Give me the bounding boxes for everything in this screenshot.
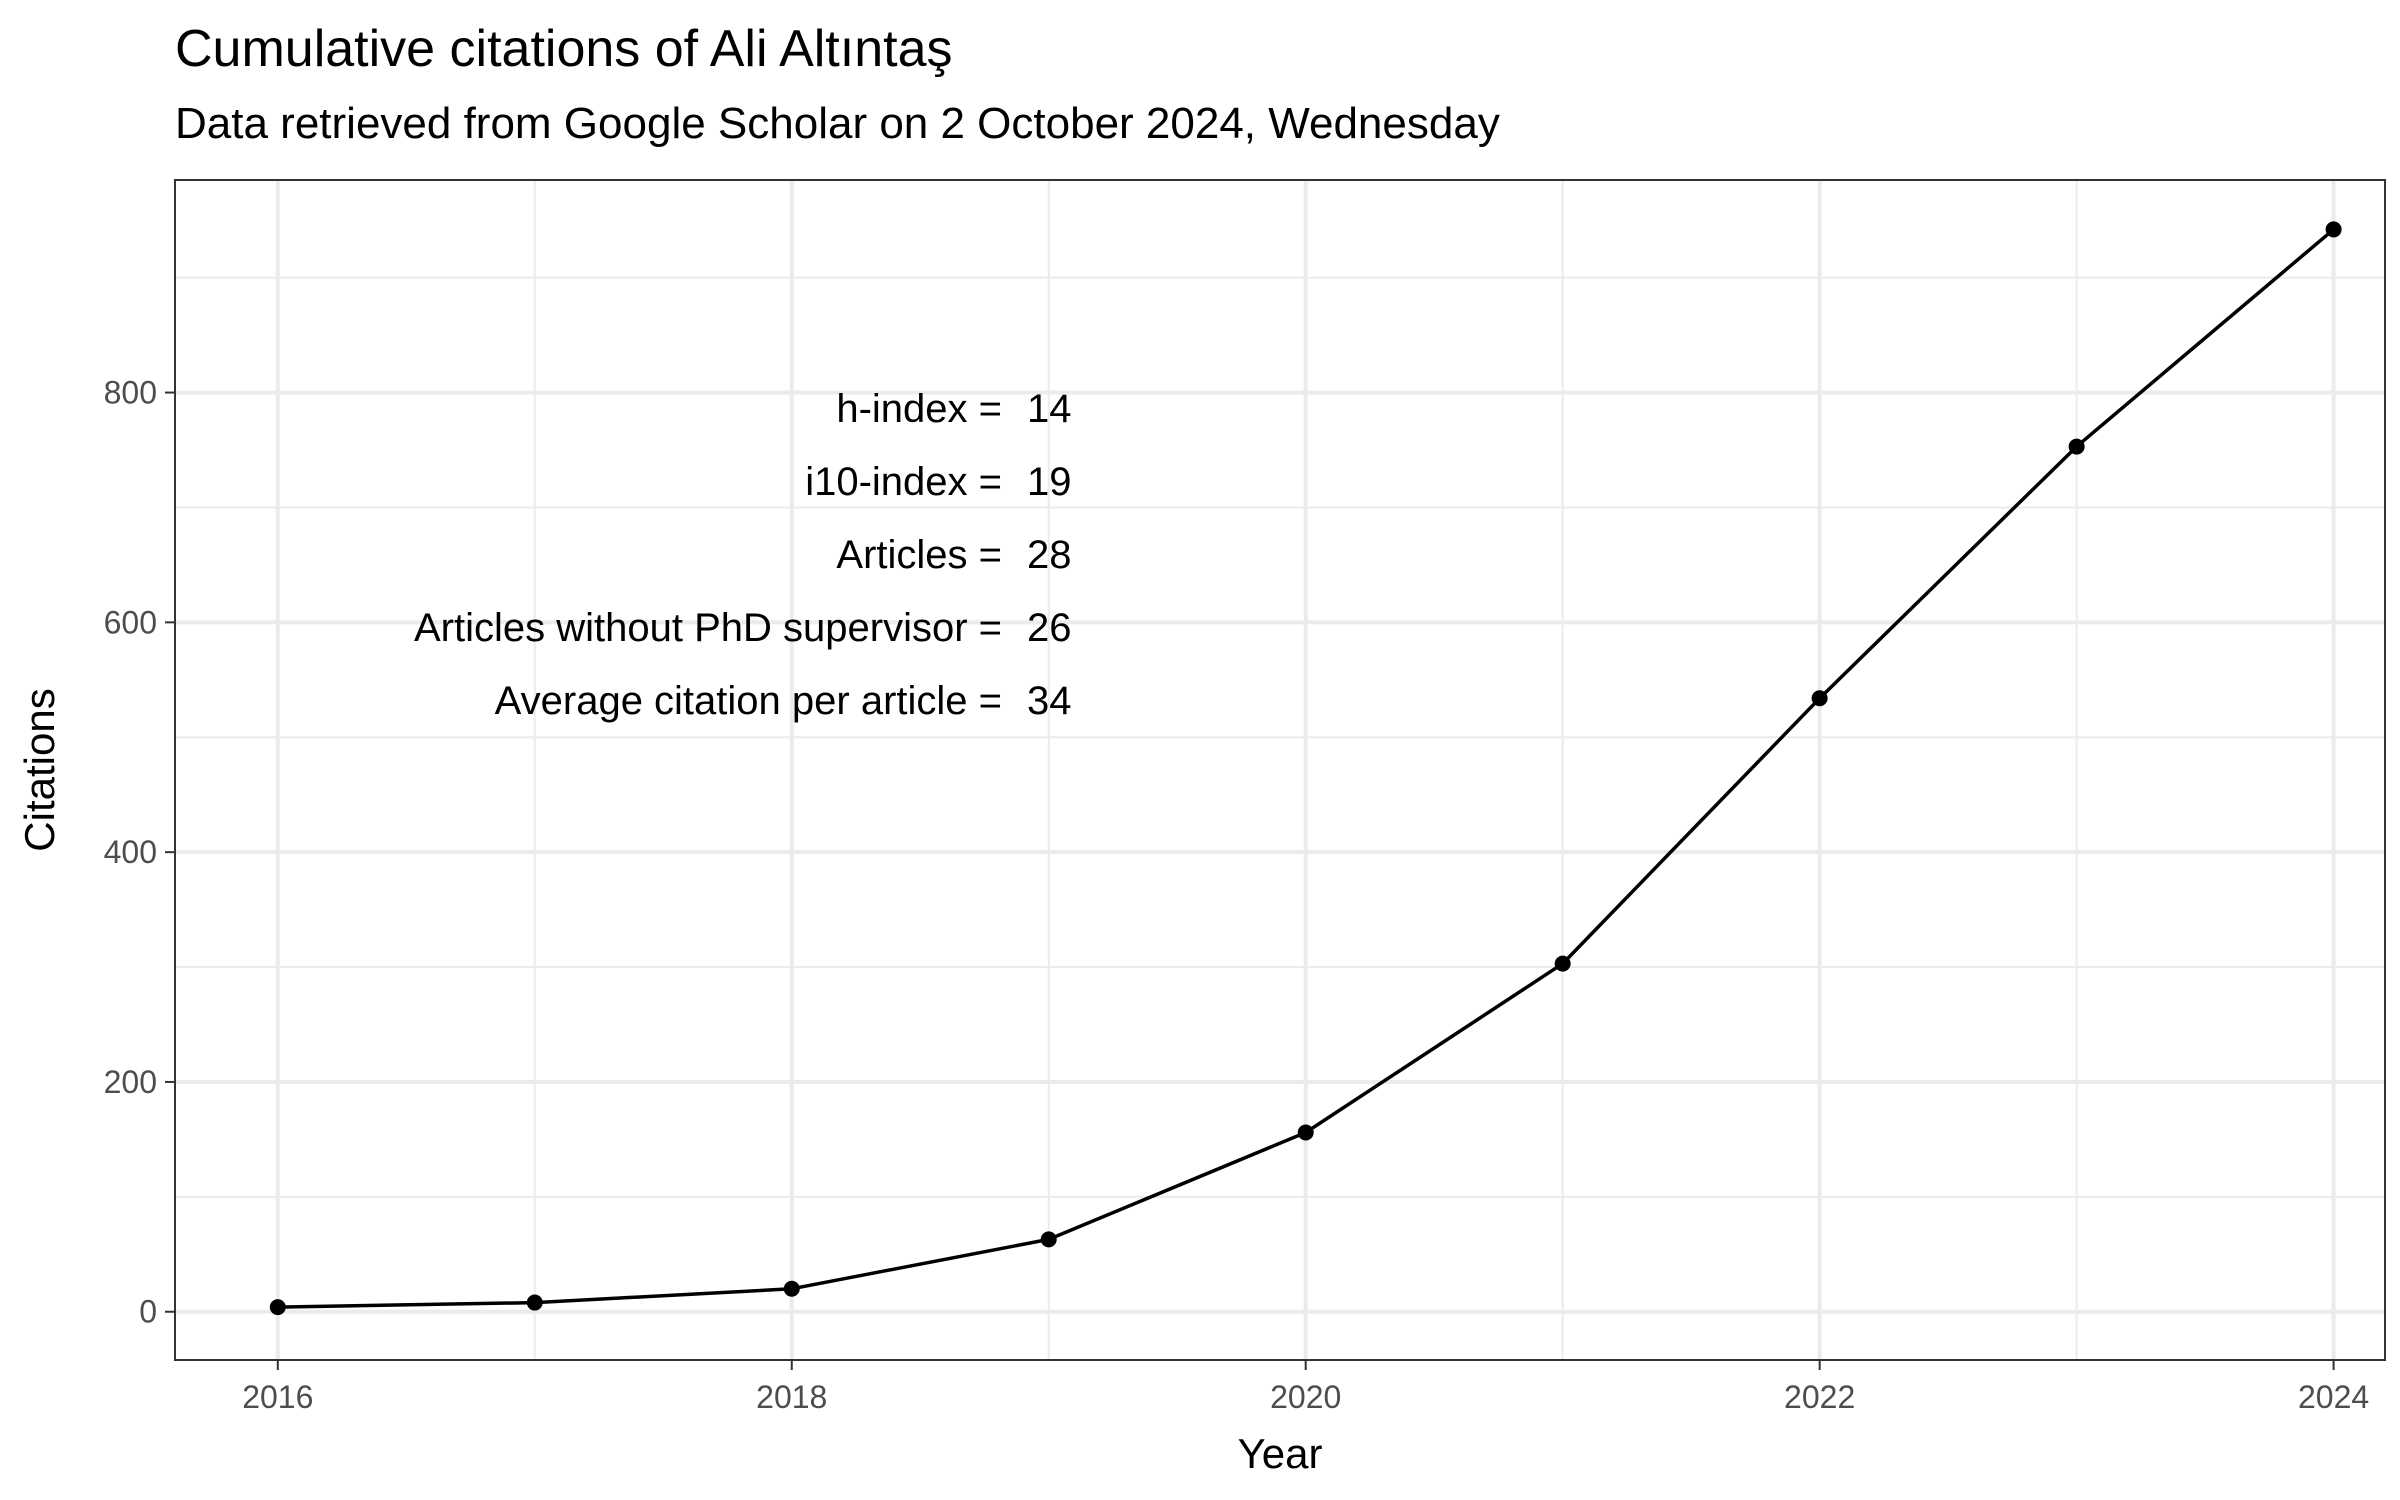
x-tick-label: 2022 [1784, 1379, 1855, 1415]
stat-value: 28 [1027, 533, 1072, 577]
data-points [269, 221, 2342, 1316]
data-point [1297, 1124, 1314, 1141]
stat-label: h-index = [836, 387, 1002, 431]
data-point [1811, 690, 1828, 707]
y-axis-ticks: 0 200 400 600 800 [104, 375, 175, 1330]
stat-value: 34 [1027, 679, 1072, 723]
data-point [2068, 438, 2085, 455]
y-tick-label: 200 [104, 1064, 157, 1100]
stat-value: 26 [1027, 606, 1072, 650]
stat-label: Articles without PhD supervisor = [414, 606, 1002, 650]
stat-value: 19 [1027, 460, 1072, 504]
data-point [783, 1280, 800, 1297]
plot-panel-border [174, 179, 2386, 1361]
stat-label: Articles = [836, 533, 1002, 577]
x-tick-label: 2016 [242, 1379, 313, 1415]
stats-annotations: h-index = 14 i10-index = 19 Articles = 28 Arti… [414, 387, 1072, 723]
chart-title: Cumulative citations of Ali Altıntaş [175, 20, 953, 78]
stat-value: 14 [1027, 387, 1072, 431]
x-tick-label: 2020 [1270, 1379, 1341, 1415]
stat-label: i10-index = [805, 460, 1002, 504]
stat-label: Average citation per article = [495, 679, 1002, 723]
y-tick-label: 800 [104, 375, 157, 411]
x-tick-label: 2018 [756, 1379, 827, 1415]
x-axis-ticks: 2016 2018 2020 2022 2024 [242, 1360, 2369, 1415]
y-tick-label: 400 [104, 834, 157, 870]
data-point [1040, 1231, 1057, 1248]
y-axis-title: Citations [16, 688, 63, 851]
chart-subtitle: Data retrieved from Google Scholar on 2 … [175, 99, 1500, 148]
y-tick-label: 0 [139, 1294, 157, 1330]
data-point [1554, 955, 1571, 972]
x-tick-label: 2024 [2298, 1379, 2369, 1415]
data-point [2325, 221, 2342, 238]
y-tick-label: 600 [104, 604, 157, 640]
data-point [526, 1294, 543, 1311]
data-point [269, 1299, 286, 1316]
grid-lines [175, 180, 2385, 1360]
x-axis-title: Year [1238, 1430, 1323, 1477]
